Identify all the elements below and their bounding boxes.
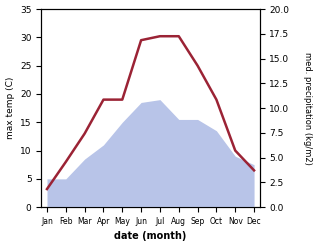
Y-axis label: med. precipitation (kg/m2): med. precipitation (kg/m2): [303, 52, 313, 165]
Y-axis label: max temp (C): max temp (C): [5, 77, 15, 139]
X-axis label: date (month): date (month): [114, 231, 187, 242]
